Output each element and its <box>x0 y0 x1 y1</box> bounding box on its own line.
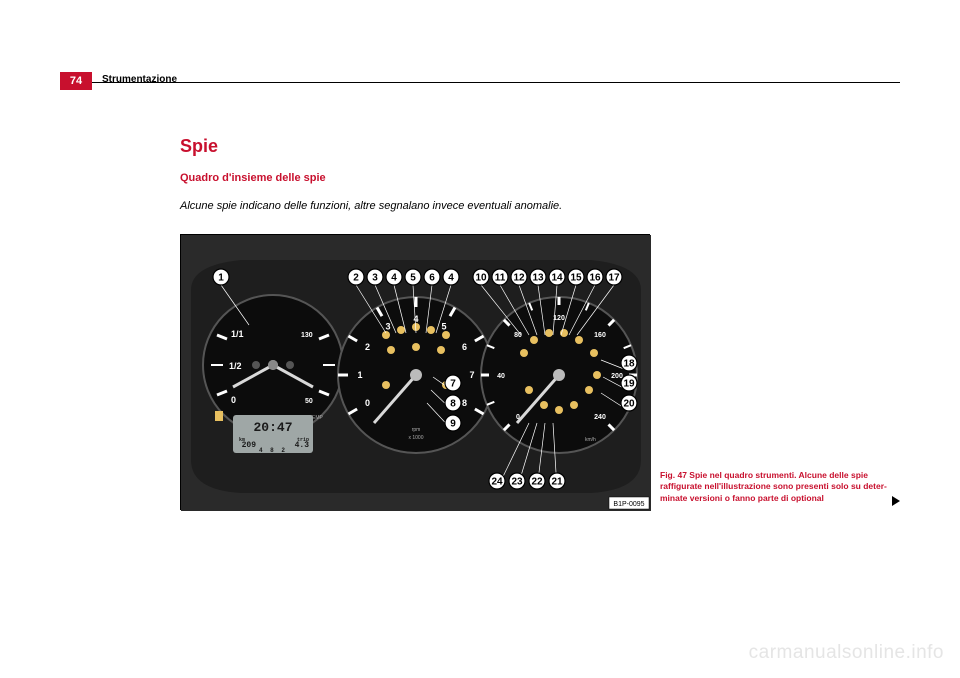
svg-text:0: 0 <box>365 398 370 408</box>
watermark-text: carmanualsonline.info <box>749 642 944 664</box>
svg-text:10: 10 <box>475 273 487 284</box>
svg-text:8: 8 <box>462 398 467 408</box>
svg-text:16: 16 <box>589 273 601 284</box>
svg-text:18: 18 <box>623 359 635 370</box>
section-subtitle: Quadro d'insieme delle spie <box>180 172 326 184</box>
svg-text:23: 23 <box>511 477 523 488</box>
svg-text:4: 4 <box>448 273 454 284</box>
section-title: Spie <box>180 136 218 157</box>
svg-text:21: 21 <box>551 477 563 488</box>
svg-text:4: 4 <box>413 314 418 324</box>
svg-text:B1P-0095: B1P-0095 <box>613 501 644 508</box>
svg-text:80: 80 <box>514 332 522 339</box>
svg-text:40: 40 <box>497 373 505 380</box>
svg-text:rpm: rpm <box>412 427 421 433</box>
svg-text:13: 13 <box>532 273 544 284</box>
svg-text:8: 8 <box>450 399 456 410</box>
manual-page: 74 Strumentazione Spie Quadro d'insieme … <box>60 60 900 618</box>
figure-caption: Fig. 47 Spie nel quadro strumenti. Alcun… <box>660 470 890 504</box>
svg-text:9: 9 <box>450 419 456 430</box>
header-section-title: Strumentazione <box>102 74 177 85</box>
svg-text:11: 11 <box>495 273 506 284</box>
right-dial-speedo: 04080120160200240 km/h <box>481 297 637 453</box>
svg-text:2: 2 <box>353 273 359 284</box>
svg-text:19: 19 <box>623 379 635 390</box>
svg-text:x 1000: x 1000 <box>408 435 423 441</box>
svg-text:120: 120 <box>553 315 565 322</box>
svg-text:6: 6 <box>429 273 435 284</box>
svg-text:22: 22 <box>531 477 543 488</box>
continuation-arrow-icon <box>892 496 900 506</box>
svg-text:14: 14 <box>551 273 563 284</box>
left-dial: 1/1 1/2 0 130 50 TEMP <box>203 295 343 435</box>
svg-text:4: 4 <box>391 273 397 284</box>
svg-text:17: 17 <box>608 273 620 284</box>
svg-text:1/1: 1/1 <box>231 329 244 339</box>
svg-text:12: 12 <box>513 273 525 284</box>
svg-text:0: 0 <box>231 395 236 405</box>
cluster-svg: 1/1 1/2 0 130 50 TEMP <box>181 235 651 511</box>
svg-text:24: 24 <box>491 477 503 488</box>
svg-text:130: 130 <box>301 332 313 339</box>
svg-text:1: 1 <box>357 370 362 380</box>
svg-text:209: 209 <box>242 441 257 450</box>
center-dial-tacho: 012345678 rpm x 1000 <box>338 297 494 453</box>
svg-text:2: 2 <box>365 342 370 352</box>
svg-text:20: 20 <box>623 399 635 410</box>
svg-text:200: 200 <box>611 373 623 380</box>
svg-text:20:47: 20:47 <box>253 420 292 435</box>
lcd-display: 20:47 km 209 trip 4.3 4 8 2 <box>233 415 313 454</box>
svg-text:5: 5 <box>410 273 416 284</box>
svg-text:6: 6 <box>462 342 467 352</box>
svg-text:7: 7 <box>450 379 456 390</box>
svg-text:160: 160 <box>594 332 606 339</box>
svg-text:7: 7 <box>469 370 474 380</box>
svg-text:15: 15 <box>570 273 582 284</box>
svg-text:4.3: 4.3 <box>295 441 310 450</box>
svg-text:5: 5 <box>441 322 446 332</box>
svg-text:3: 3 <box>385 322 390 332</box>
figure-instrument-cluster: 1/1 1/2 0 130 50 TEMP <box>180 234 650 510</box>
svg-text:3: 3 <box>372 273 378 284</box>
header-rule <box>60 82 900 83</box>
svg-text:240: 240 <box>594 414 606 421</box>
svg-text:1: 1 <box>218 273 224 284</box>
svg-text:1/2: 1/2 <box>229 361 242 371</box>
svg-text:4 8 2: 4 8 2 <box>259 447 287 454</box>
page-number-tab: 74 <box>60 72 92 90</box>
lead-paragraph: Alcune spie indicano delle funzioni, alt… <box>180 200 562 212</box>
svg-text:50: 50 <box>305 398 313 405</box>
svg-text:km/h: km/h <box>585 437 596 443</box>
